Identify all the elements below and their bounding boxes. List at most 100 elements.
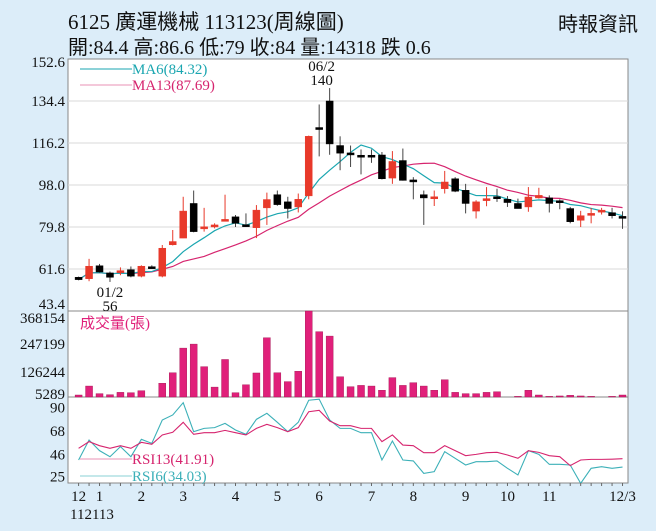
volume-bar [482, 392, 491, 398]
candle-body [74, 277, 83, 280]
candle-body [284, 201, 292, 209]
low-date-label: 01/2 [97, 285, 124, 301]
volume-bar [346, 386, 355, 398]
volume-bar [618, 394, 627, 398]
candle-body [294, 199, 303, 208]
candle-body [524, 196, 533, 208]
candle-body [608, 212, 616, 216]
candle-body [618, 216, 627, 219]
candle-body [451, 178, 459, 192]
candle-body [576, 215, 585, 221]
volume-bar [305, 310, 313, 398]
candle-body [336, 145, 344, 154]
candle-body [200, 226, 208, 230]
volume-bar [325, 335, 334, 398]
candle-body [85, 265, 93, 279]
x-tick-label: 11 [542, 489, 556, 505]
candle-body [116, 270, 125, 273]
ma13-line [78, 162, 623, 281]
candle-body [378, 154, 386, 180]
volume-bar [85, 385, 93, 398]
volume-bar [566, 395, 574, 398]
low-value-label: 56 [102, 299, 118, 315]
x-tick-label: 3 [179, 489, 187, 505]
volume-bar [158, 383, 166, 398]
volume-bar [587, 396, 595, 398]
volume-tick-label: 368154 [20, 311, 66, 327]
candle-body [189, 203, 198, 232]
candle-body [304, 136, 313, 197]
rsi-tick-label: 25 [50, 470, 65, 486]
volume-bar [263, 337, 271, 398]
candle-body [545, 197, 554, 204]
high-value-label: 140 [310, 73, 333, 89]
volume-bar [200, 366, 208, 398]
volume-bar [315, 331, 323, 398]
candle-body [346, 152, 355, 156]
source-label: 時報資訊 [558, 14, 638, 36]
volume-bar [420, 385, 428, 398]
price-tick-label: 134.4 [31, 94, 65, 110]
candle-body [221, 219, 229, 222]
candle-body [556, 200, 564, 203]
candle-body [388, 161, 397, 179]
volume-bar [556, 395, 564, 398]
volume-bar [399, 385, 407, 398]
candle-body [399, 160, 407, 181]
x-tick-label: 9 [462, 489, 470, 505]
volume-bar [514, 396, 522, 398]
candle-body [148, 266, 156, 269]
high-date-label: 06/2 [308, 59, 335, 75]
ohlc-summary: 開:84.4 高:86.6 低:79 收:84 量:14318 跌 0.6 [68, 37, 431, 59]
ma13-legend: MA13(87.69) [132, 78, 215, 94]
x-tick-label: 5 [274, 489, 282, 505]
volume-bar [357, 385, 365, 398]
volume-bar [608, 396, 616, 398]
candle-body [430, 196, 438, 200]
volume-bar [284, 381, 292, 398]
candle-body [263, 199, 271, 209]
candle-body [273, 194, 282, 205]
x-tick-label: 1 [96, 489, 104, 505]
x-tick-label: 7 [368, 489, 376, 505]
volume-bar [576, 395, 585, 398]
x-tick-label: 4 [232, 489, 240, 505]
volume-bar [367, 385, 376, 398]
volume-bar [545, 396, 553, 398]
price-tick-label: 61.6 [39, 262, 66, 278]
candle-body [168, 241, 177, 246]
rsi-tick-label: 90 [50, 401, 65, 417]
volume-tick-label: 5289 [35, 387, 65, 403]
candle-body [325, 100, 334, 145]
x-tick-label: 12 [71, 489, 86, 505]
candle-body [597, 209, 606, 213]
candle-body [179, 210, 187, 239]
candle-body [535, 195, 543, 199]
x-tick-label: 8 [410, 489, 418, 505]
volume-bar [231, 392, 240, 398]
volume-bar [388, 377, 397, 398]
candle-body [503, 199, 512, 203]
volume-tick-label: 247199 [20, 337, 65, 353]
candle-body [440, 181, 449, 189]
volume-bar [493, 391, 501, 398]
candle-body [514, 203, 522, 209]
candle-body [242, 224, 250, 227]
volume-bar [221, 359, 229, 398]
candle-body [137, 265, 146, 277]
candle-body [566, 208, 574, 222]
volume-bar [430, 390, 438, 398]
ma6-legend: MA6(84.32) [132, 62, 207, 78]
x-tick-label: 6 [315, 489, 323, 505]
volume-bar [441, 379, 449, 398]
candle-body [357, 154, 365, 158]
volume-bar [106, 394, 114, 398]
price-tick-label: 98.0 [39, 178, 65, 194]
chart-title: 6125 廣運機械 113123(周線圖) [68, 10, 344, 34]
volume-tick-label: 126244 [20, 365, 66, 381]
price-tick-label: 79.8 [39, 220, 65, 236]
volume-bar [116, 392, 125, 398]
volume-bar [451, 392, 459, 398]
candle-body [367, 154, 376, 158]
